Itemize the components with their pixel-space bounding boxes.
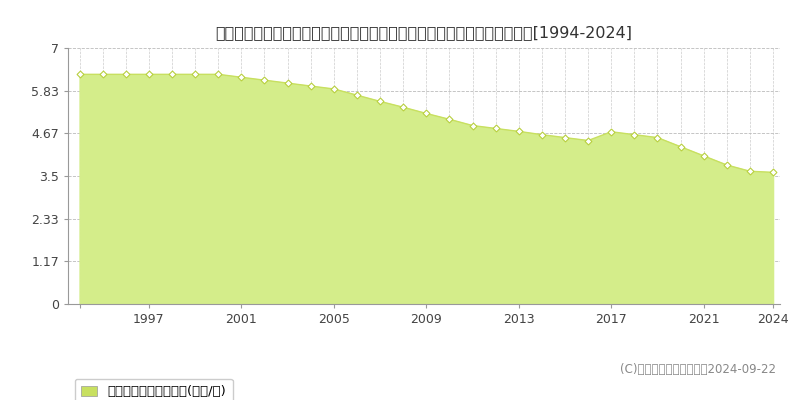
Title: 宮崎県西諸県郡高原町大字西麓字上大迫３３３番４　公示地価　地価推移[1994-2024]: 宮崎県西諸県郡高原町大字西麓字上大迫３３３番４ 公示地価 地価推移[1994-2… — [215, 25, 633, 40]
Legend: 公示地価　平均坊単価(万円/坊): 公示地価 平均坊単価(万円/坊) — [74, 379, 233, 400]
Text: (C)土地価格ドットコム　2024-09-22: (C)土地価格ドットコム 2024-09-22 — [620, 363, 776, 376]
